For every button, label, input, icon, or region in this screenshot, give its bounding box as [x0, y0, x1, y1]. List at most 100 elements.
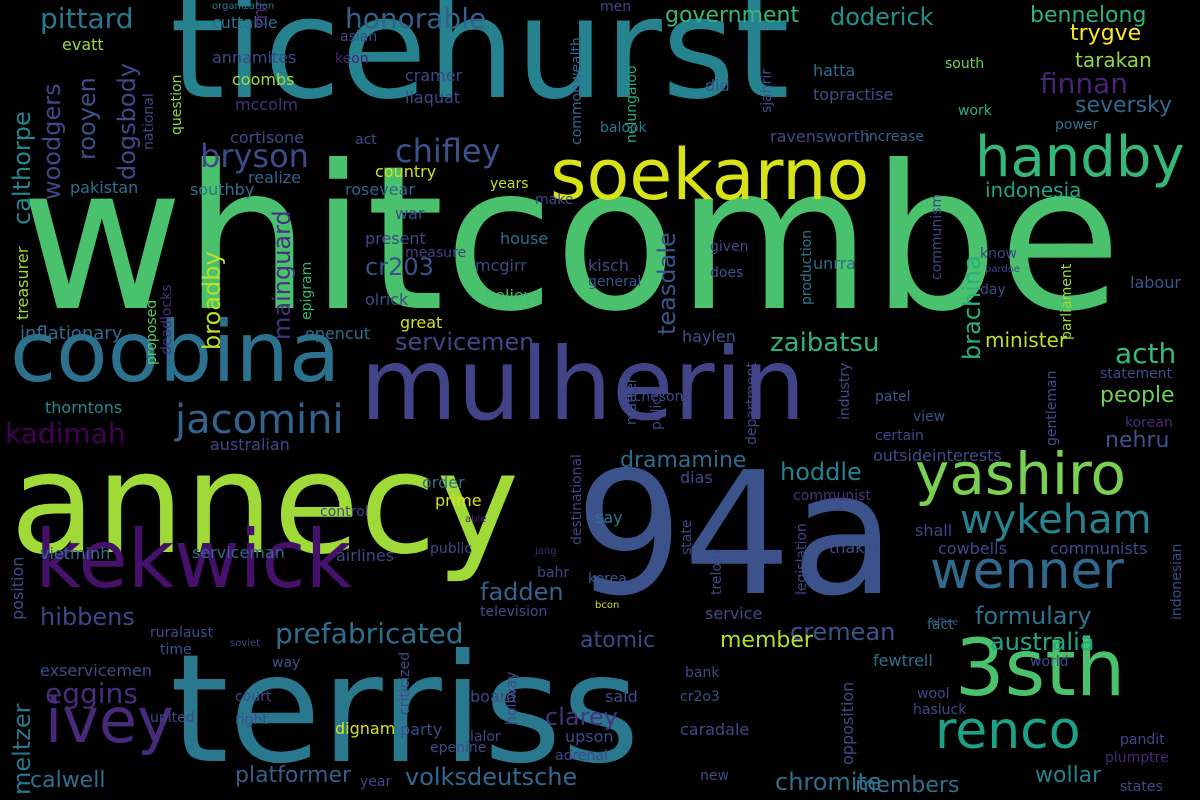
- cloud-word-communist: communist: [793, 488, 871, 504]
- cloud-word-ravensworth: ravensworth: [770, 127, 871, 146]
- cloud-word-upson: upson: [565, 727, 614, 746]
- cloud-word-seversky: seversky: [1075, 93, 1173, 118]
- cloud-word-terriss: terriss: [170, 623, 640, 797]
- cloud-word-jang: jang: [535, 546, 557, 557]
- cloud-word-service: service: [705, 604, 763, 623]
- cloud-word-indonesian: indonesian: [1169, 543, 1185, 620]
- cloud-word-lalor: lalor: [470, 729, 501, 745]
- cloud-word-time: time: [160, 642, 192, 658]
- cloud-word-whitcombe: whitcombe: [20, 123, 1122, 356]
- cloud-word-evatt: evatt: [62, 35, 104, 54]
- cloud-word-hibbens: hibbens: [40, 603, 135, 631]
- cloud-word-realize: realize: [248, 168, 302, 187]
- cloud-word-volksdeutsche: volksdeutsche: [405, 763, 578, 791]
- cloud-word-unrra: unrra: [813, 254, 856, 273]
- cloud-word-production: production: [799, 229, 815, 305]
- cloud-word-given: given: [710, 239, 749, 255]
- cloud-word-treasurer: treasurer: [13, 246, 32, 320]
- cloud-word-annecy: annecy: [10, 423, 520, 586]
- cloud-word-broadby: broadby: [198, 251, 226, 350]
- cloud-word-indonesia: indonesia: [985, 178, 1082, 202]
- cloud-word-haylen: haylen: [682, 327, 736, 346]
- cloud-word-liaquat: liaquat: [405, 88, 461, 107]
- cloud-word-outsideinterests: outsideinterests: [873, 446, 1002, 465]
- cloud-word-serviceman: serviceman: [192, 543, 285, 562]
- cloud-word-commonwealth: commonwealth: [569, 37, 585, 145]
- cloud-word-shall: shall: [915, 521, 953, 540]
- cloud-word-teasdale: teasdale: [653, 232, 681, 335]
- cloud-word-does: does: [710, 265, 744, 281]
- cloud-word-said: said: [605, 687, 638, 706]
- cloud-word-new: new: [700, 768, 729, 784]
- cloud-word-asian: asian: [340, 29, 378, 45]
- cloud-word-wykeham: wykeham: [960, 497, 1152, 543]
- cloud-word-hatta: hatta: [813, 61, 856, 80]
- cloud-word-rosevear: rosevear: [345, 180, 415, 199]
- cloud-word-criticized: criticized: [397, 651, 413, 715]
- cloud-word-calwell: calwell: [30, 768, 106, 793]
- cloud-word-zaibatsu: zaibatsu: [770, 328, 880, 358]
- cloud-word-acth: acth: [1115, 337, 1177, 370]
- cloud-word-act: act: [355, 132, 377, 148]
- cloud-word-year: year: [360, 774, 392, 790]
- cloud-word-dignam: dignam: [335, 719, 396, 738]
- cloud-word-nehru: nehru: [1105, 428, 1170, 453]
- cloud-word-communists: communists: [1050, 539, 1148, 558]
- cloud-word-southby: southby: [190, 180, 255, 199]
- cloud-word-atomic: atomic: [580, 628, 656, 653]
- cloud-word-war: war: [395, 204, 425, 223]
- cloud-word-gentleman: gentleman: [1044, 370, 1060, 446]
- cloud-word-thorntons: thorntons: [45, 398, 123, 417]
- cloud-word-hoddle: hoddle: [780, 458, 862, 486]
- cloud-word-soekarno: soekarno: [550, 134, 870, 216]
- cloud-word-annamites: annamites: [212, 48, 297, 67]
- cloud-word-members: members: [855, 773, 960, 798]
- cloud-word-party: party: [400, 720, 443, 739]
- cloud-word-present: present: [365, 229, 426, 248]
- cloud-word-bahr: bahr: [537, 565, 570, 581]
- cloud-word-94a: 94a: [575, 436, 896, 634]
- cloud-word-brachina: brachina: [958, 255, 986, 360]
- cloud-word-prime: prime: [435, 491, 482, 510]
- cloud-word-keon: keon: [335, 51, 369, 67]
- cloud-word-ivey: ivey: [45, 684, 174, 757]
- cloud-word-member: member: [720, 628, 813, 653]
- cloud-word-pittard: pittard: [40, 2, 134, 35]
- cloud-word-fadden: fadden: [480, 578, 564, 606]
- cloud-word-renco: renco: [935, 701, 1081, 761]
- cloud-word-power: power: [1055, 117, 1099, 133]
- cloud-word-proposed: proposed: [144, 299, 160, 365]
- cloud-word-acheson: acheson: [625, 389, 684, 405]
- cloud-word-thakin: thakin: [829, 538, 880, 557]
- cloud-word-mulherin: mulherin: [360, 326, 806, 443]
- cloud-word-bank: bank: [685, 665, 720, 681]
- cloud-word-airlines: airlines: [336, 546, 395, 565]
- cloud-word-3sth: 3sth: [955, 624, 1126, 714]
- cloud-word-government: government: [665, 3, 800, 28]
- cloud-word-day: day: [980, 282, 1006, 298]
- cloud-word-say: say: [595, 508, 623, 527]
- cloud-word-bryson: bryson: [200, 137, 309, 175]
- cloud-word-yashiro: yashiro: [915, 440, 1127, 508]
- cloud-word-kisch: kisch: [588, 256, 629, 275]
- cloud-word-trygve: trygve: [1070, 21, 1142, 46]
- cloud-word-korea: korea: [588, 571, 627, 587]
- cloud-word-policy: policy: [649, 388, 665, 430]
- cloud-word-sjahrir: sjahrir: [759, 68, 775, 113]
- cloud-word-order: order: [422, 473, 465, 492]
- cloud-word-general: general: [588, 274, 642, 290]
- cloud-word-national: national: [141, 93, 157, 150]
- cloud-word-dias: dias: [680, 468, 713, 487]
- cloud-word-exservicemen: exservicemen: [40, 661, 152, 680]
- cloud-word-hasluck: hasluck: [913, 702, 967, 718]
- cloud-word-eggins: eggins: [45, 677, 138, 710]
- cloud-word-parliament: parliament: [1059, 263, 1075, 340]
- cloud-word-deadlocks: deadlocks: [159, 284, 175, 355]
- cloud-word-prefabricated: prefabricated: [275, 617, 464, 650]
- cloud-word-communism: communism: [929, 193, 945, 280]
- cloud-word-united: united: [150, 710, 195, 726]
- cloud-word-epigram: epigram: [299, 261, 315, 320]
- cloud-word-organization: organization: [212, 1, 275, 12]
- cloud-word-formulary: formulary: [975, 602, 1092, 630]
- cloud-word-patel: patel: [875, 389, 911, 405]
